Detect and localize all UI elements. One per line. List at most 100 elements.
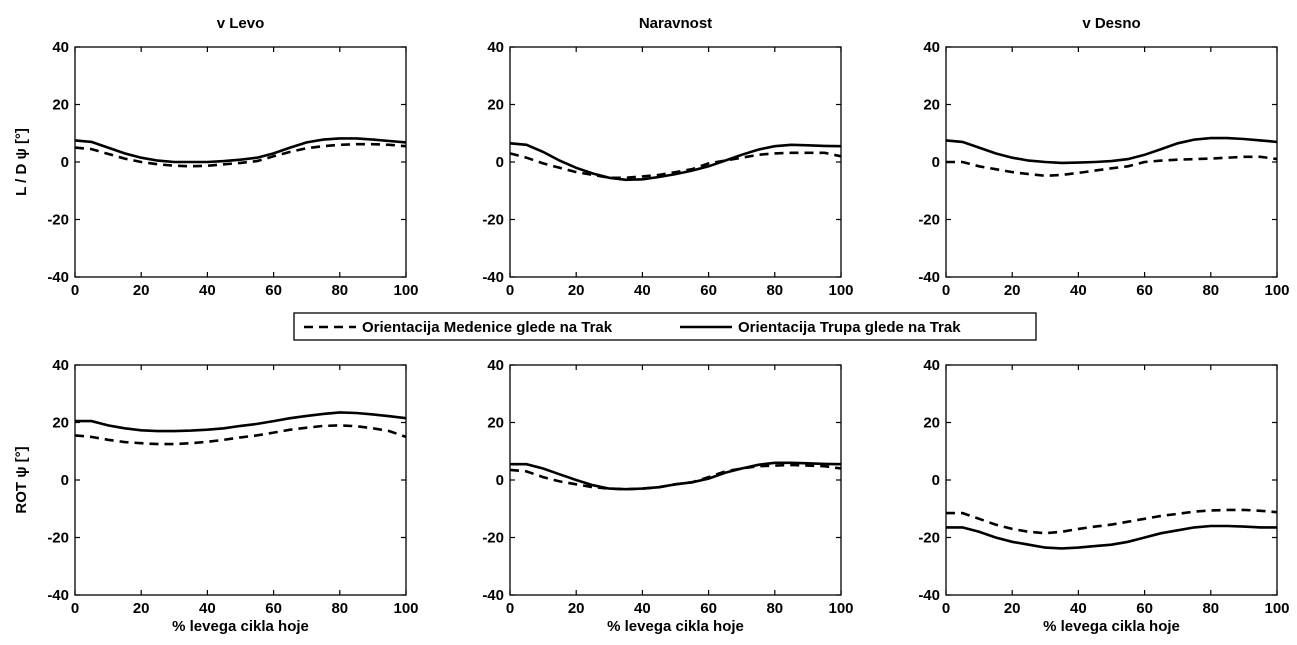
x-tick-label: 100 <box>828 600 853 617</box>
x-tick-label: 60 <box>700 600 717 617</box>
y-tick-label: 0 <box>496 154 504 171</box>
y-tick-label: 0 <box>932 472 940 489</box>
series-trunk-line <box>509 142 842 182</box>
x-tick-label: 20 <box>568 600 585 617</box>
y-tick-label: 20 <box>923 97 940 114</box>
x-tick-label: 40 <box>199 600 216 617</box>
series-pelvis-line <box>74 142 407 168</box>
y-tick-label: -20 <box>482 212 504 229</box>
x-tick-label: 60 <box>265 600 282 617</box>
x-tick-label: 0 <box>942 282 950 299</box>
x-tick-label: 0 <box>942 600 950 617</box>
x-tick-label: 0 <box>506 600 514 617</box>
y-tick-label: 20 <box>52 97 69 114</box>
x-tick-label: 40 <box>634 282 651 299</box>
y-tick-label: 20 <box>487 97 504 114</box>
y-tick-label: -40 <box>47 269 69 286</box>
column-title: v Desno <box>1082 15 1140 32</box>
x-tick-label: 80 <box>331 600 348 617</box>
y-tick-label: -40 <box>918 269 940 286</box>
x-tick-label: 80 <box>1202 282 1219 299</box>
panel-r0-c0: 0 20 40 60 80 100 -40 -20 0 20 40 v Levo L / D ψ [°] <box>13 15 419 299</box>
x-tick-label: 20 <box>568 282 585 299</box>
x-tick-label: 40 <box>1070 600 1087 617</box>
y-tick-label: 40 <box>487 357 504 374</box>
y-tick-label: -40 <box>482 587 504 604</box>
x-tick-label: 60 <box>1136 282 1153 299</box>
axes-box <box>74 364 407 596</box>
x-tick-label: 80 <box>766 600 783 617</box>
y-tick-label: 0 <box>61 472 69 489</box>
legend-box <box>293 312 1037 341</box>
x-tick-label: 60 <box>265 282 282 299</box>
x-tick-label: 40 <box>199 282 216 299</box>
y-tick-label: 40 <box>52 39 69 56</box>
x-tick-label: 40 <box>634 600 651 617</box>
y-tick-label: -20 <box>918 212 940 229</box>
x-tick-label: 20 <box>1004 282 1021 299</box>
panel-r0-c2: 0 20 40 60 80 100 -40 -20 0 20 40 v Desno <box>918 15 1289 299</box>
x-tick-label: 80 <box>331 282 348 299</box>
series-pelvis-line <box>946 155 1278 178</box>
series-pelvis-line <box>946 508 1278 535</box>
y-tick-label: 20 <box>52 415 69 432</box>
y-tick-label: 40 <box>487 39 504 56</box>
series-trunk-line <box>74 137 407 164</box>
x-tick-label: 0 <box>506 282 514 299</box>
x-tick-label: 80 <box>766 282 783 299</box>
x-tick-label: 100 <box>393 600 418 617</box>
x-tick-label: 100 <box>393 282 418 299</box>
x-tick-label: 0 <box>71 600 79 617</box>
legend-label-pelvis: Orientacija Medenice glede na Trak <box>362 319 613 336</box>
series-trunk-line <box>946 524 1277 550</box>
row-label: ROT ψ [°] <box>13 446 30 513</box>
axes-box <box>945 364 1278 596</box>
x-tick-label: 20 <box>133 282 150 299</box>
x-tick-label: 40 <box>1070 282 1087 299</box>
axes-box <box>509 364 842 596</box>
y-tick-label: 20 <box>923 415 940 432</box>
series-pelvis-line <box>74 424 407 446</box>
column-title: Naravnost <box>639 15 712 32</box>
legend: Orientacija Medenice glede na Trak Orien… <box>293 312 1037 341</box>
y-tick-label: 20 <box>487 415 504 432</box>
y-tick-label: -40 <box>482 269 504 286</box>
series-pelvis-line <box>509 151 842 180</box>
x-tick-label: 20 <box>1004 600 1021 617</box>
y-tick-label: 0 <box>496 472 504 489</box>
legend-label-trunk: Orientacija Trupa glede na Trak <box>738 319 961 336</box>
series-pelvis-line <box>509 463 842 491</box>
y-tick-label: -20 <box>47 530 69 547</box>
y-tick-label: 0 <box>932 154 940 171</box>
x-tick-label: 80 <box>1202 600 1219 617</box>
x-tick-label: 0 <box>71 282 79 299</box>
row-label: L / D ψ [°] <box>13 128 30 196</box>
series-trunk-line <box>945 136 1278 165</box>
y-tick-label: -20 <box>47 212 69 229</box>
y-tick-label: 40 <box>923 39 940 56</box>
series-trunk-line <box>75 411 407 433</box>
x-tick-label: 100 <box>1264 282 1289 299</box>
y-tick-label: 40 <box>52 357 69 374</box>
y-tick-label: 40 <box>923 357 940 374</box>
x-axis-label: % levega cikla hoje <box>607 618 744 635</box>
x-axis-label: % levega cikla hoje <box>1043 618 1180 635</box>
x-axis-label: % levega cikla hoje <box>172 618 309 635</box>
x-tick-label: 60 <box>700 282 717 299</box>
x-tick-label: 60 <box>1136 600 1153 617</box>
x-tick-label: 100 <box>828 282 853 299</box>
y-tick-label: 0 <box>61 154 69 171</box>
panels: 0 20 40 60 80 100 -40 -20 0 20 40 v Levo L / D ψ [°]… <box>13 15 1290 635</box>
column-title: v Levo <box>217 15 265 32</box>
panel-r0-c1: 0 20 40 60 80 100 -40 -20 0 20 40 Naravnost <box>482 15 853 299</box>
y-tick-label: -40 <box>918 587 940 604</box>
x-tick-label: 100 <box>1264 600 1289 617</box>
x-tick-label: 20 <box>133 600 150 617</box>
y-tick-label: -20 <box>918 530 940 547</box>
y-tick-label: -40 <box>47 587 69 604</box>
y-tick-label: -20 <box>482 530 504 547</box>
